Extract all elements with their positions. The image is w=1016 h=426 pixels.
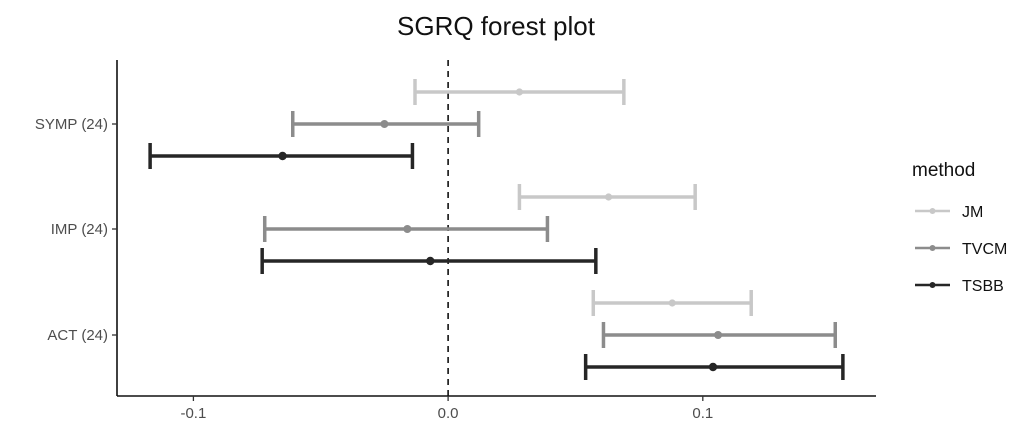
legend-key-point bbox=[929, 208, 936, 214]
plot-panel: -0.1 0.0 0.1 SYMP (24) IMP (24) ACT (24) bbox=[35, 60, 876, 422]
point-estimate bbox=[278, 151, 287, 161]
point-estimate bbox=[515, 88, 524, 96]
y-tick-label: SYMP (24) bbox=[35, 116, 108, 133]
point-estimate bbox=[403, 225, 412, 233]
y-tick-label: IMP (24) bbox=[51, 221, 108, 238]
point-estimate bbox=[668, 299, 676, 307]
legend-label: JM bbox=[962, 204, 983, 221]
y-tick-label: ACT (24) bbox=[47, 327, 108, 344]
legend: method JM TVCM TSBB bbox=[912, 160, 1007, 295]
point-estimate bbox=[714, 331, 723, 339]
point-estimate bbox=[426, 256, 435, 266]
x-tick-label: 0.0 bbox=[438, 405, 459, 422]
chart-title: SGRQ forest plot bbox=[397, 11, 596, 41]
legend-label: TVCM bbox=[962, 241, 1007, 258]
legend-key-point bbox=[929, 282, 936, 288]
point-estimate bbox=[380, 120, 389, 128]
point-estimate bbox=[708, 362, 718, 372]
legend-title: method bbox=[912, 160, 975, 181]
point-estimate bbox=[604, 193, 613, 201]
x-tick-label: 0.1 bbox=[692, 405, 713, 422]
x-tick-label: -0.1 bbox=[180, 405, 206, 422]
legend-label: TSBB bbox=[962, 278, 1004, 295]
legend-key-point bbox=[929, 245, 936, 251]
